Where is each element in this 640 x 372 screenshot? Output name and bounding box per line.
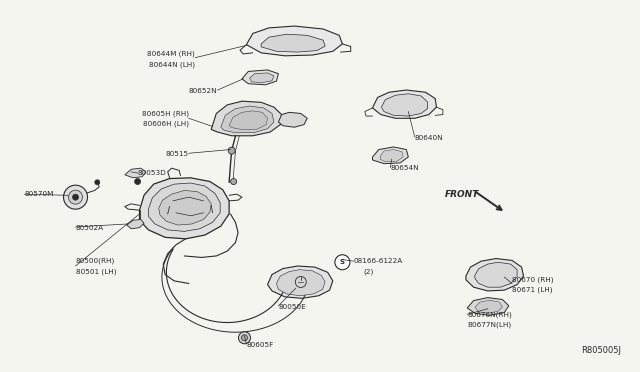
Polygon shape — [372, 147, 408, 164]
Text: R805005J: R805005J — [581, 346, 621, 355]
Polygon shape — [127, 219, 144, 229]
Text: (2): (2) — [363, 268, 373, 275]
Polygon shape — [278, 112, 307, 127]
Text: 80605H (RH): 80605H (RH) — [142, 110, 189, 117]
Polygon shape — [467, 298, 509, 315]
Polygon shape — [221, 106, 274, 133]
Text: FRONT: FRONT — [445, 190, 479, 199]
Text: 80515: 80515 — [166, 151, 189, 157]
Text: 80570M: 80570M — [24, 191, 54, 197]
Polygon shape — [140, 178, 229, 239]
Circle shape — [239, 332, 250, 344]
Text: B0677N(LH): B0677N(LH) — [467, 321, 511, 328]
Polygon shape — [475, 262, 517, 287]
Circle shape — [63, 185, 88, 209]
Polygon shape — [372, 90, 436, 118]
Text: 80644M (RH): 80644M (RH) — [147, 51, 195, 57]
Circle shape — [228, 147, 235, 154]
Polygon shape — [380, 150, 403, 162]
Polygon shape — [211, 101, 282, 136]
Text: 80502A: 80502A — [76, 225, 104, 231]
Text: 80500(RH): 80500(RH) — [76, 258, 115, 264]
Circle shape — [230, 179, 237, 185]
Text: 80670 (RH): 80670 (RH) — [512, 276, 554, 283]
Text: 80640N: 80640N — [415, 135, 444, 141]
Text: 08166-6122A: 08166-6122A — [354, 258, 403, 264]
Text: 80053D: 80053D — [138, 170, 166, 176]
Polygon shape — [246, 26, 342, 56]
Circle shape — [68, 190, 83, 204]
Polygon shape — [268, 266, 333, 298]
Text: 80654N: 80654N — [390, 165, 419, 171]
Polygon shape — [466, 259, 524, 291]
Text: 80050E: 80050E — [278, 304, 306, 310]
Polygon shape — [261, 34, 325, 52]
Text: 80501 (LH): 80501 (LH) — [76, 268, 116, 275]
Polygon shape — [159, 190, 211, 225]
Polygon shape — [242, 70, 278, 85]
Polygon shape — [148, 183, 220, 231]
Polygon shape — [229, 111, 268, 130]
Polygon shape — [250, 73, 274, 83]
Circle shape — [95, 180, 100, 185]
Circle shape — [72, 194, 79, 200]
Text: 80606H (LH): 80606H (LH) — [143, 121, 189, 127]
Text: 80671 (LH): 80671 (LH) — [512, 287, 552, 294]
Polygon shape — [125, 168, 146, 178]
Polygon shape — [475, 300, 502, 313]
Circle shape — [241, 335, 248, 341]
Text: 80652N: 80652N — [189, 88, 218, 94]
Polygon shape — [276, 270, 325, 296]
Circle shape — [134, 179, 141, 185]
Text: 80644N (LH): 80644N (LH) — [149, 62, 195, 68]
Text: S: S — [340, 259, 345, 265]
Text: 80605F: 80605F — [246, 342, 274, 348]
Text: 80676N(RH): 80676N(RH) — [467, 311, 512, 318]
Polygon shape — [381, 94, 428, 116]
Circle shape — [335, 255, 350, 270]
